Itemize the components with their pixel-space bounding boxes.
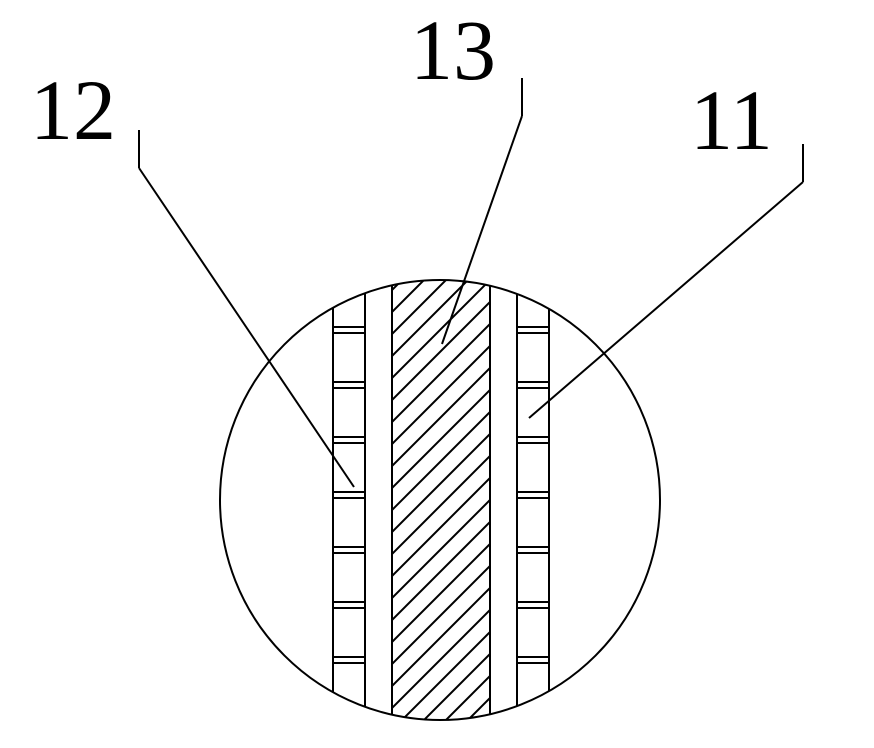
label-12: 12	[30, 60, 116, 160]
label-13: 13	[410, 0, 496, 100]
label-11: 11	[690, 70, 773, 170]
